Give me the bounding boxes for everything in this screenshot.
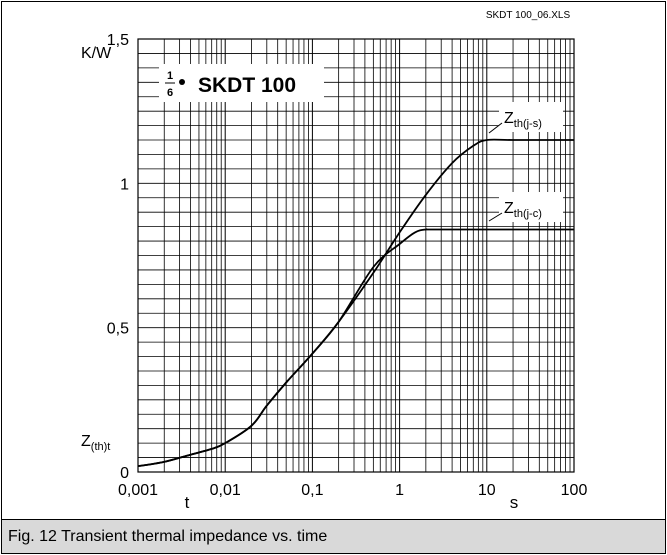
x-tick-labels: 0,001 0,01 0,1 1 10 100 <box>118 482 587 499</box>
series-curves <box>137 138 574 468</box>
x-axis-symbol: t <box>185 493 190 512</box>
x-tick-label: 1 <box>395 482 404 499</box>
series-label-text: Zth(j-s) <box>504 110 542 130</box>
chart: SKDT 100_06.XLS 0,001 0,01 0,1 1 10 100 0 0,5 1… <box>81 10 587 512</box>
x-tick-label: 100 <box>561 482 588 499</box>
series-leader-line <box>488 212 503 222</box>
y-axis-symbol: Z(th)t <box>81 433 110 453</box>
chart-title: 1 6 SKDT 100 <box>159 64 324 102</box>
y-unit-label: K/W <box>81 45 112 62</box>
y-tick-labels: 0 0,5 1 1,5 <box>107 32 129 482</box>
x-tick-label: 10 <box>478 482 496 499</box>
y-tick-label: 1,5 <box>107 32 129 49</box>
x-tick-label: 0,001 <box>118 482 158 499</box>
title-text: SKDT 100 <box>198 74 296 97</box>
x-unit-label: s <box>510 493 519 512</box>
y-tick-label: 0,5 <box>107 321 129 338</box>
y-tick-label: 0 <box>120 465 129 482</box>
title-fraction-numerator: 1 <box>167 70 173 82</box>
series-label-jh-s: Zth(j-s) <box>499 102 563 132</box>
series-label-background <box>499 192 563 222</box>
series-line <box>137 228 574 468</box>
figure-caption: Fig. 12 Transient thermal impedance vs. … <box>2 519 665 553</box>
title-fraction-denominator: 6 <box>167 87 173 99</box>
x-tick-label: 0,1 <box>301 482 323 499</box>
series-leader-line <box>488 122 503 134</box>
x-tick-label: 0,01 <box>210 482 241 499</box>
y-tick-label: 1 <box>120 176 129 193</box>
series-label-text: Zth(j-c) <box>504 200 542 220</box>
title-bullet-icon <box>179 79 185 85</box>
file-label: SKDT 100_06.XLS <box>486 10 571 21</box>
series-label-background <box>499 102 563 132</box>
title-background <box>159 64 324 102</box>
series-label-j-c: Zth(j-c) <box>499 192 563 222</box>
